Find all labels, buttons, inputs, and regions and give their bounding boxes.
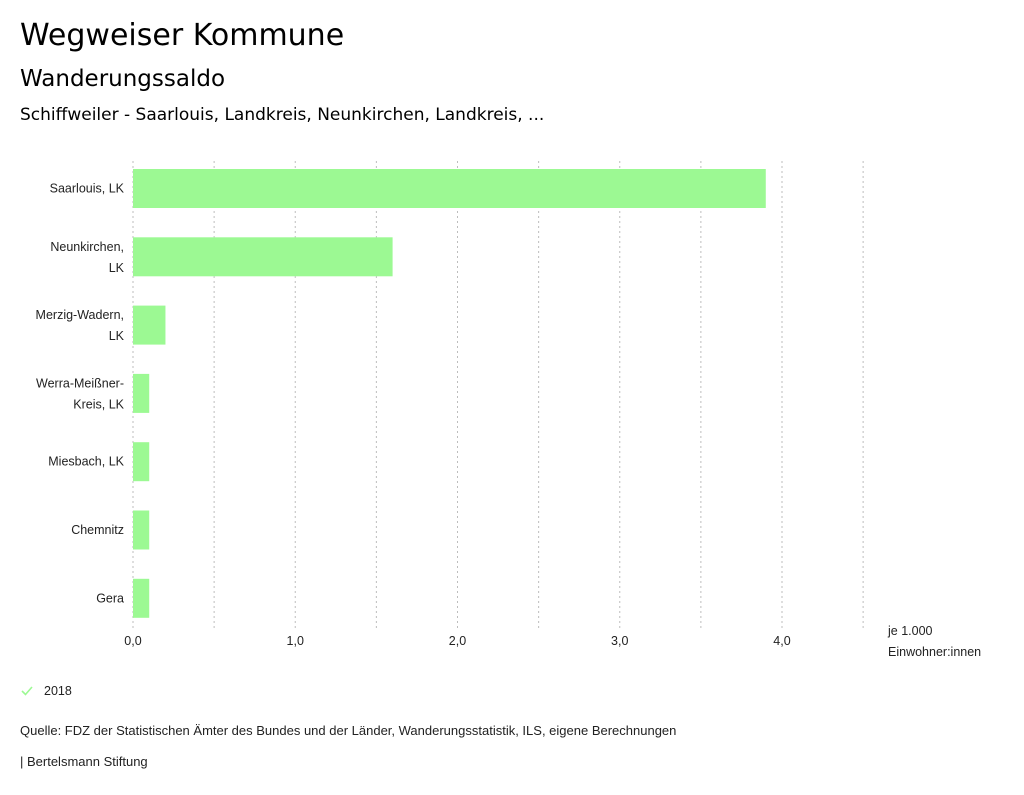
bars [133,169,766,618]
x-tick-label: 2,0 [449,634,466,648]
page-title: Wegweiser Kommune [20,18,345,53]
category-label: Miesbach, LK [48,455,124,469]
category-label: Chemnitz [71,523,124,537]
category-label: Neunkirchen, [50,240,124,254]
bar-chart: Saarlouis, LK Neunkirchen, LK Merzig-Wadern… [36,161,981,659]
x-tick-label: 4,0 [773,634,790,648]
bar[interactable] [133,373,150,413]
category-label: Merzig-Wadern, [36,308,124,322]
region-selection: Schiffweiler - Saarlouis, Landkreis, Neu… [20,105,545,125]
x-tick-label: 0,0 [124,634,141,648]
category-label: LK [109,329,125,343]
category-label: Kreis, LK [73,397,124,411]
gridlines [132,161,864,628]
legend-item-2018[interactable]: 2018 [20,684,72,698]
category-label: LK [109,261,125,275]
bar[interactable] [133,510,150,550]
credit-note: | Bertelsmann Stiftung [20,754,148,769]
x-axis-unit-line2: Einwohner:innen [888,645,981,659]
bar[interactable] [133,169,766,208]
source-note: Quelle: FDZ der Statistischen Ämter des … [20,723,677,738]
x-tick-labels: 0,0 1,0 2,0 3,0 4,0 [124,634,790,648]
legend-label: 2018 [44,684,72,698]
bar[interactable] [133,442,150,482]
bar[interactable] [133,237,393,277]
category-label: Werra-Meißner- [36,376,124,390]
x-tick-label: 1,0 [287,634,304,648]
checkmark-icon [21,686,33,696]
x-axis-unit-line1: je 1.000 [887,624,933,638]
bar[interactable] [133,578,150,618]
category-labels: Saarlouis, LK Neunkirchen, LK Merzig-Wadern… [36,182,125,606]
category-label: Saarlouis, LK [50,182,125,196]
chart-subtitle: Wanderungssaldo [20,66,226,92]
x-tick-label: 3,0 [611,634,628,648]
bar[interactable] [133,305,166,345]
category-label: Gera [96,591,124,605]
